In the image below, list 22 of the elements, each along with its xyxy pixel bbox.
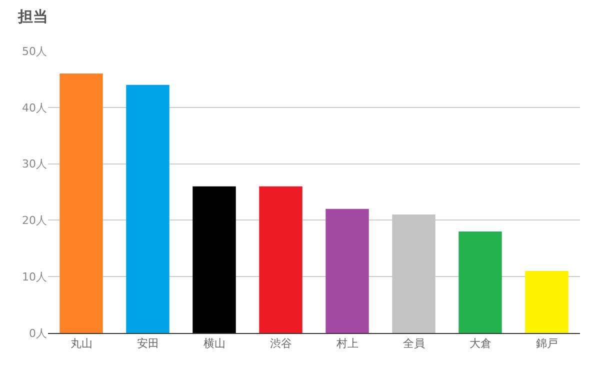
y-tick-label: 20人 (22, 214, 47, 228)
x-tick-label: 安田 (136, 337, 159, 350)
bar (326, 208, 369, 333)
x-tick-label: 全員 (402, 337, 425, 350)
y-tick-label: 40人 (22, 101, 47, 114)
bar (126, 84, 170, 333)
bar (60, 74, 103, 333)
bar (192, 186, 236, 333)
y-tick-label: 30人 (22, 158, 47, 171)
y-tick-label: 0人 (29, 326, 47, 340)
x-tick-label: 丸山 (70, 337, 92, 350)
x-tick-label: 大倉 (469, 337, 492, 350)
y-tick-label: 50人 (22, 44, 47, 58)
bar (525, 270, 568, 333)
bar (259, 186, 302, 333)
x-tick-label: 村上 (335, 337, 358, 350)
x-tick-label: 渋谷 (270, 337, 292, 350)
x-tick-label: 錦戸 (536, 337, 558, 350)
chart-title: 担当 (16, 8, 48, 26)
x-tick-label: 横山 (203, 337, 226, 350)
y-tick-label: 10人 (22, 270, 47, 284)
bar (458, 231, 502, 333)
